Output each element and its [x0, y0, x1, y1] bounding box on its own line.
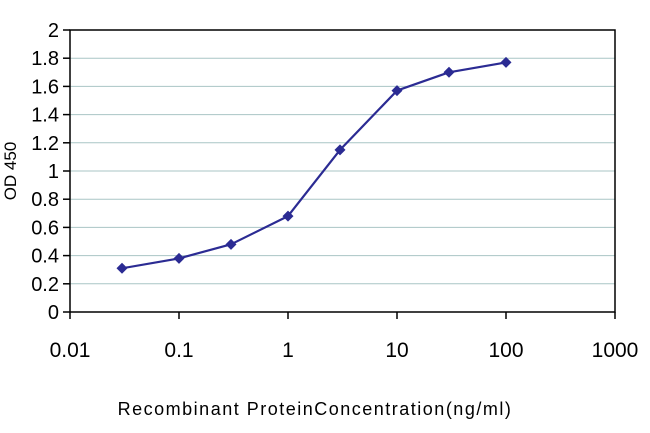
- series-line: [121, 61, 507, 270]
- data-point-marker: [500, 56, 512, 68]
- x-tick-label: 100: [488, 339, 523, 362]
- y-tick-label: 0.8: [31, 189, 59, 211]
- y-axis-title: OD 450: [1, 142, 20, 201]
- data-point-marker: [116, 262, 128, 274]
- y-tick-label: 1.4: [31, 105, 59, 127]
- x-axis-title: Recombinant ProteinConcentration(ng/ml): [118, 399, 513, 419]
- data-point-marker: [282, 210, 294, 222]
- y-tick-label: 2: [48, 20, 59, 42]
- y-tick-label: 1: [48, 161, 59, 183]
- tick-labels: 0 0.2 0.4 0.6 0.8 1 1.2 1.4 1.6 1.8 2 0.01 0.1 1 10 100…: [31, 20, 638, 362]
- data-point-marker: [225, 238, 237, 250]
- data-point-marker: [334, 144, 346, 156]
- y-tick-label: 1.2: [31, 133, 59, 155]
- data-point-marker: [173, 252, 185, 264]
- y-tick-label: 0.6: [31, 217, 59, 239]
- x-tick-label: 10: [385, 339, 408, 362]
- y-tick-label: 0.4: [31, 246, 59, 268]
- y-tick-label: 1.6: [31, 76, 59, 98]
- data-point-marker: [391, 85, 403, 97]
- data-point-marker: [443, 66, 455, 78]
- x-tick-label: 1000: [592, 339, 639, 362]
- y-tick-label: 0: [48, 302, 59, 324]
- x-tick-label: 0.1: [164, 339, 193, 362]
- data-series: [116, 56, 512, 274]
- x-tick-label: 0.01: [50, 339, 91, 362]
- axes: [63, 29, 616, 319]
- gridlines: [70, 57, 615, 285]
- y-tick-label: 1.8: [31, 48, 59, 70]
- x-tick-label: 1: [282, 339, 294, 362]
- y-tick-label: 0.2: [31, 274, 59, 296]
